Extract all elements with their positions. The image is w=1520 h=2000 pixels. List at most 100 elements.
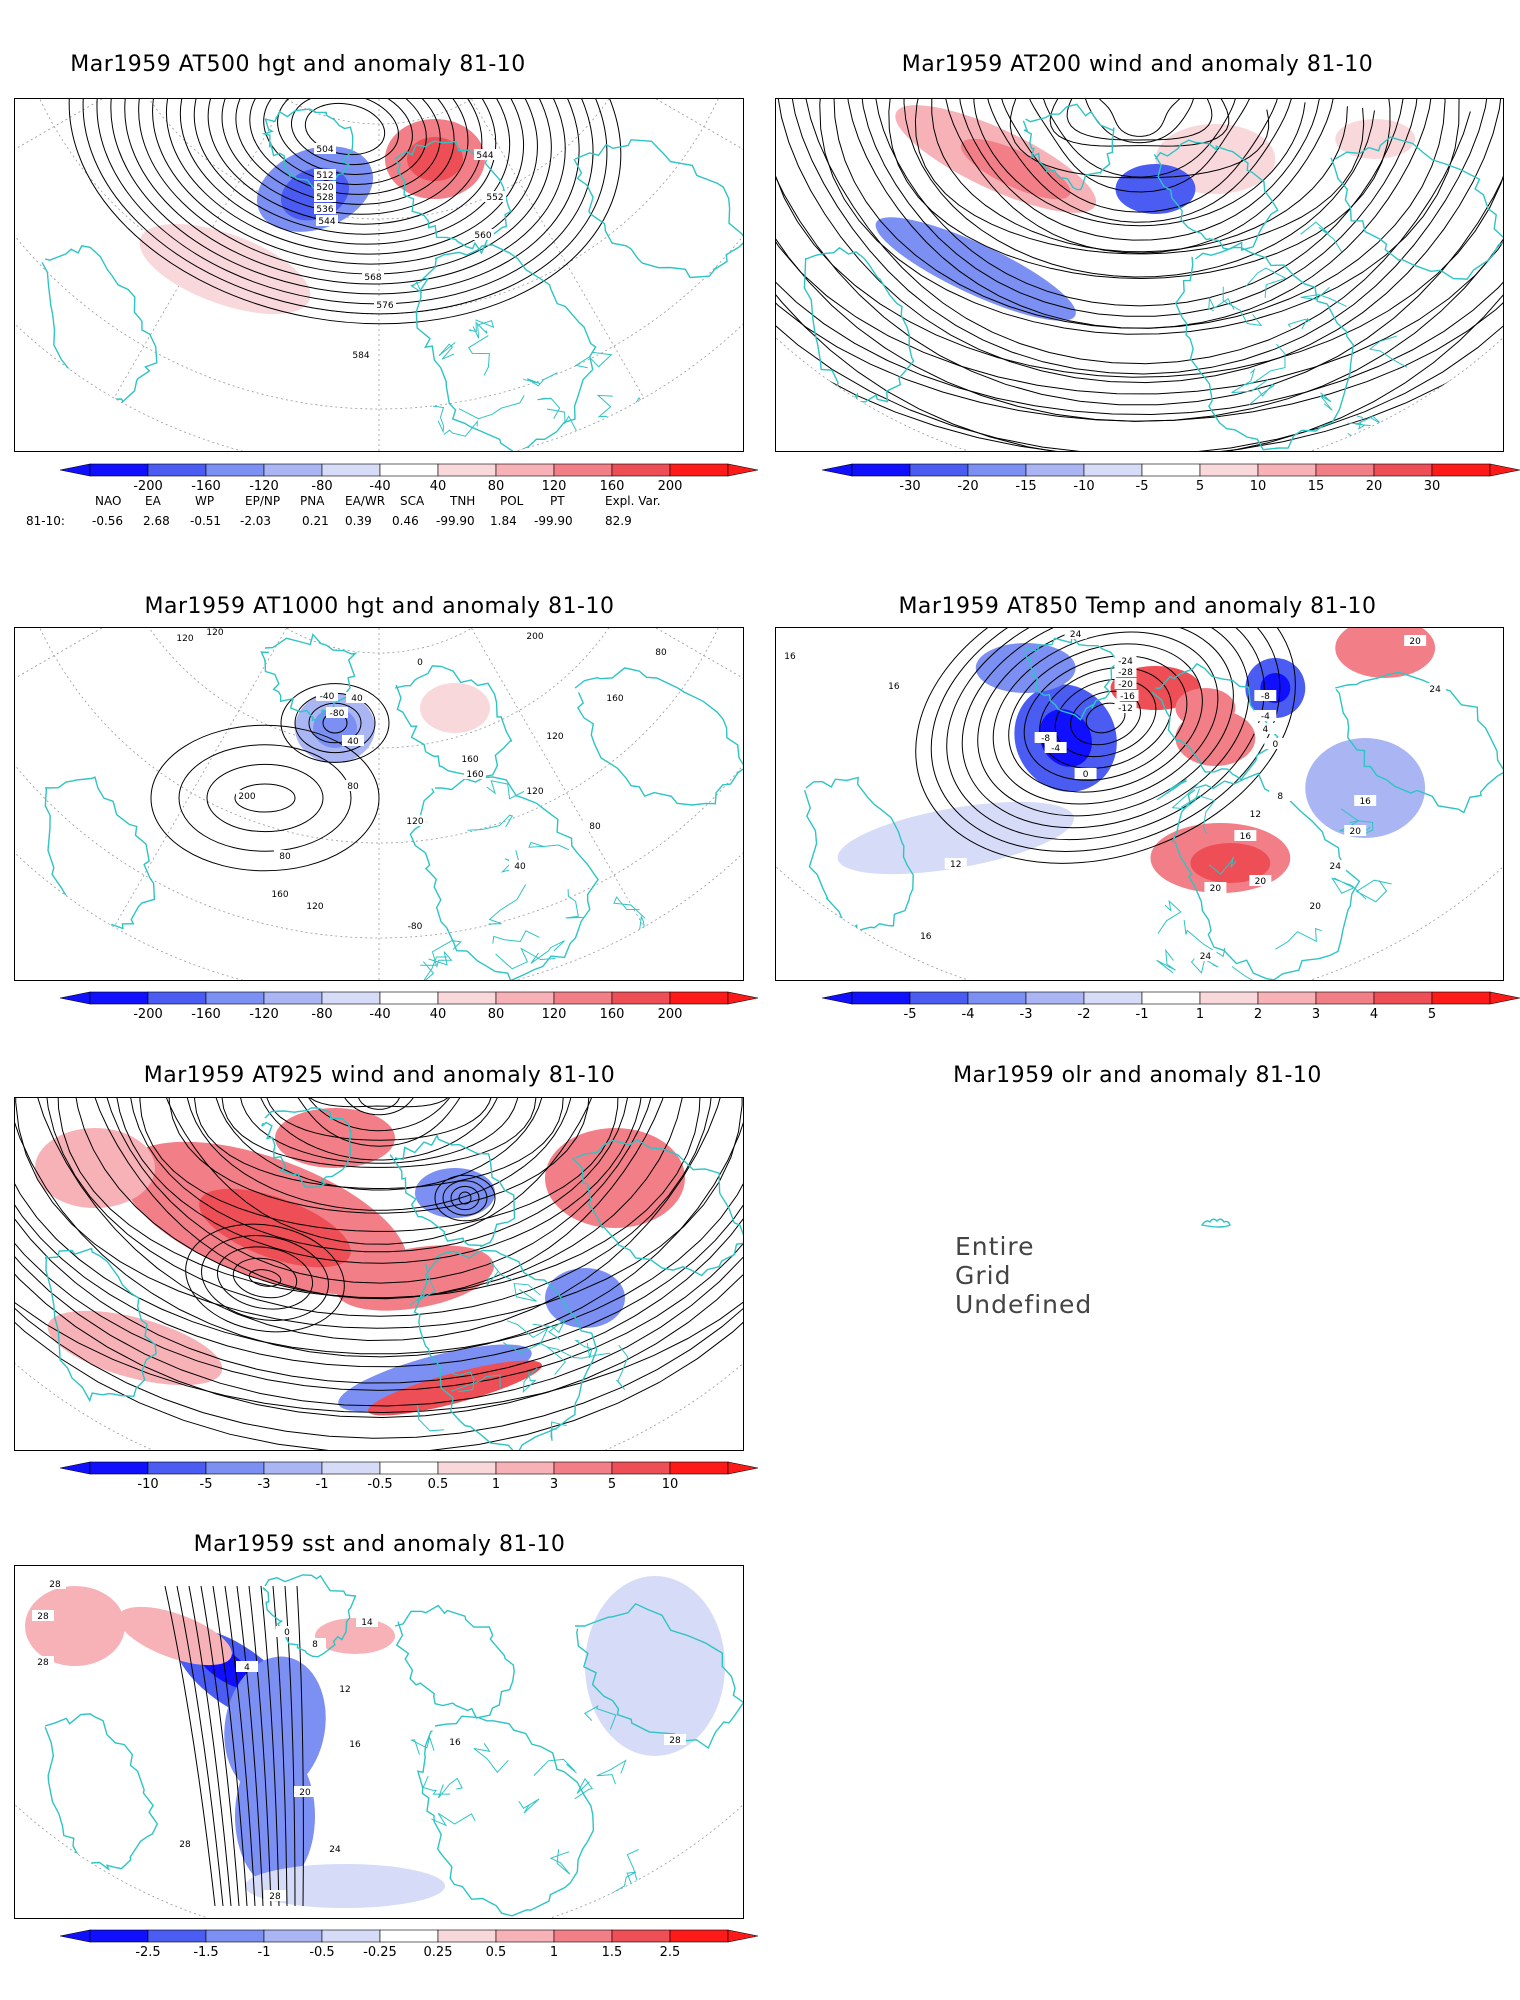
height-contours: [150, 724, 380, 872]
contour-label-bg: [32, 1610, 54, 1621]
contour-label: 20: [1255, 877, 1267, 887]
contour-label-bg: [604, 692, 626, 703]
colorbar-arrow-right: [1489, 463, 1520, 477]
contour-label: 20: [299, 1788, 311, 1798]
contour-label: 28: [49, 1580, 61, 1590]
contour-label-bg: [1404, 635, 1427, 646]
index-header: NAO: [95, 494, 122, 508]
colorbar-tick-label: 1: [492, 1477, 500, 1492]
colorbar-tick-label: -1: [1136, 1007, 1149, 1022]
contour-label: 16: [349, 1740, 361, 1750]
colorbar-tick-label: 0.25: [424, 1945, 453, 1960]
colorbar-segment: [437, 463, 497, 477]
colorbar-segment: [147, 1461, 207, 1475]
contour-label: 16: [888, 682, 900, 692]
colorbar-segment: [669, 463, 729, 477]
anomaly-shading: [275, 1108, 395, 1168]
colorbar-tick-label: 5: [1428, 1007, 1436, 1022]
index-header: TNH: [450, 494, 476, 508]
contour-label: 4: [1262, 725, 1268, 735]
contour-label: 0: [1272, 740, 1278, 750]
contour-label: 160: [466, 770, 483, 780]
contour-label-bg: [474, 149, 496, 160]
colorbar-segment: [89, 1929, 149, 1943]
contour-label-bg: [1344, 825, 1367, 836]
colorbar-segment: [495, 1929, 555, 1943]
olr-coast-fragment: [1200, 1218, 1231, 1228]
colorbar-segment: [205, 463, 265, 477]
contour-label-bg: [304, 1638, 326, 1649]
colorbar-tick-label: 1.5: [602, 1945, 623, 1960]
colorbar-segment: [205, 1929, 265, 1943]
colorbar-tick-label: -2: [1078, 1007, 1091, 1022]
index-header: SCA: [400, 494, 425, 508]
contour-label-bg: [236, 1661, 258, 1672]
contour-label: 120: [306, 902, 323, 912]
contour-label: 160: [606, 694, 623, 704]
colorbar-segment: [437, 1929, 497, 1943]
hemisphere-mask: [776, 628, 1503, 980]
contour-label: -16: [1120, 692, 1135, 702]
index-value: 0.46: [392, 514, 419, 528]
contour-label-bg: [264, 1890, 286, 1901]
contour-label: 568: [364, 273, 381, 283]
contour-label-bg: [174, 632, 196, 643]
contour-label-bg: [459, 753, 481, 764]
contour-label: 80: [347, 782, 359, 792]
latitude-circle: [39, 628, 719, 844]
contour-label-bg: [1254, 690, 1277, 701]
colorbar-arrow-right: [1489, 991, 1520, 1005]
contour-label: 20: [1349, 827, 1361, 837]
contour-label-bg: [914, 930, 937, 941]
contour-label: 28: [179, 1840, 191, 1850]
colorbar-segment: [437, 991, 497, 1005]
colorbar-tick-label: 80: [488, 1007, 505, 1022]
contour-label-bg: [1114, 655, 1137, 666]
contour-label: -80: [408, 922, 423, 932]
contour-label-bg: [1194, 950, 1217, 961]
colorbar-segment: [553, 1461, 613, 1475]
colorbar-segment: [553, 463, 613, 477]
contour-label: 120: [206, 628, 223, 638]
colorbar-segment: [909, 991, 969, 1005]
contour-label: 40: [351, 694, 363, 704]
colorbar-tick-label: -5: [1136, 479, 1149, 494]
panel-title-200wind: Mar1959 AT200 wind and anomaly 81-10: [901, 52, 1374, 77]
colorbar-segment: [379, 463, 439, 477]
anomaly-shading: [139, 223, 311, 315]
colorbar-tick-label: -80: [311, 1007, 332, 1022]
coastlines: [803, 103, 1503, 451]
colorbar-segment: [147, 991, 207, 1005]
anomaly-shading: [1115, 164, 1196, 214]
contour-label-bg: [472, 229, 494, 240]
index-header: EA: [145, 494, 161, 508]
contour-label-bg: [444, 1736, 466, 1747]
contour-label: 20: [1210, 884, 1222, 894]
colorbar-tick-label: -160: [191, 1007, 221, 1022]
contour-label: 24: [329, 1845, 341, 1855]
map-850temp: 16 16 24 -24 -28 -20 -16 -12 -8 -4 0 -8 -4 4 0 8 12 16 20 2…: [775, 627, 1504, 981]
colorbar-tick-label: -30: [899, 479, 920, 494]
meridian-line: [655, 99, 743, 150]
colorbar-tick-label: -120: [249, 1007, 279, 1022]
colorbar-segment: [263, 1461, 323, 1475]
contour-label: -8: [1041, 734, 1050, 744]
anomaly-shading: [224, 1656, 326, 1796]
colorbar-850temp: -5 -4 -3 -2 -1 1 2 3 4 5: [820, 988, 1520, 1022]
contour-label-bg: [374, 299, 396, 310]
contour-label-bg: [350, 349, 372, 360]
contour-label-bg: [650, 646, 672, 657]
colorbar-segment: [1025, 991, 1085, 1005]
contour-label-bg: [324, 1843, 346, 1854]
contour-label-bg: [1074, 768, 1097, 779]
contour-label: 120: [176, 634, 193, 644]
colorbar-tick-label: 3: [550, 1477, 558, 1492]
contour-label-bg: [882, 680, 905, 691]
colorbar-segment: [89, 991, 149, 1005]
colorbar-segment: [379, 991, 439, 1005]
colorbar-tick-label: 4: [1370, 1007, 1378, 1022]
contour-label-bg: [1114, 666, 1137, 677]
contour-label-bg: [342, 780, 364, 791]
contour-label-bg: [524, 785, 546, 796]
contour-label: 512: [316, 171, 333, 181]
